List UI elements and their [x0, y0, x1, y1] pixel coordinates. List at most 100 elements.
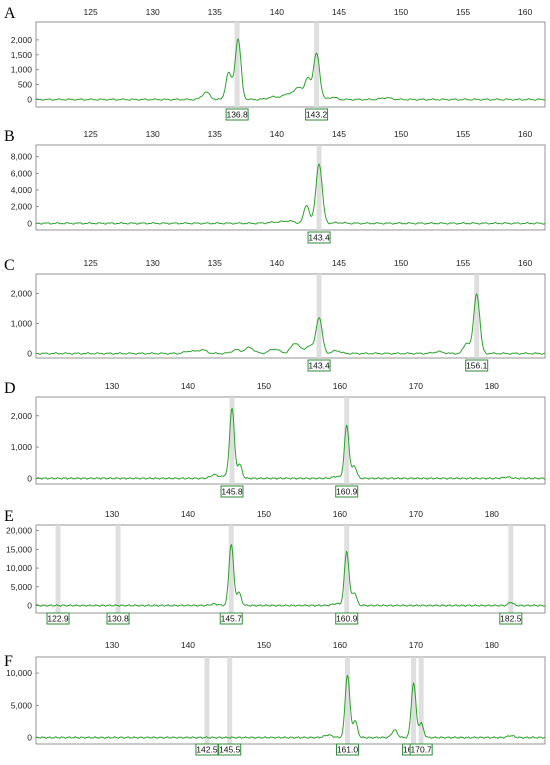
allele-call-label: 143.4 [308, 233, 330, 243]
y-tick-label: 20,000 [6, 526, 32, 536]
y-tick-label: 10,000 [6, 563, 32, 573]
allele-call-label: 145.8 [221, 487, 243, 497]
x-tick-label: 125 [84, 7, 98, 17]
allele-call-box [106, 612, 130, 625]
x-tick-label: 155 [456, 129, 470, 139]
x-tick-label: 140 [270, 129, 284, 139]
y-tick-label: 1,000 [11, 65, 33, 75]
allele-highlight-bar [234, 22, 240, 107]
allele-call: 136.8 [225, 108, 249, 121]
panel-f: F 130 140 150 160 170 180 0 5,000 10,000 142.5 145.… [4, 640, 546, 756]
x-tick-label: 150 [257, 381, 271, 391]
x-tick-label: 145 [332, 258, 346, 268]
allele-highlight-bar [316, 274, 322, 358]
allele-call: 143.4 [307, 231, 331, 244]
x-tick-label: 170 [409, 640, 423, 650]
allele-call-box [218, 743, 242, 756]
plot-area [35, 144, 546, 231]
y-tick-label: 2,000 [11, 289, 33, 299]
y-tick-label: 500 [18, 80, 32, 90]
x-tick-label: 145 [332, 7, 346, 17]
plot-area [35, 21, 546, 108]
panel-letter: A [4, 5, 16, 22]
allele-highlight-bar [229, 397, 235, 484]
allele-call-label: 136.8 [226, 110, 248, 120]
allele-call-label: 142.5 [196, 745, 218, 755]
x-tick-label: 130 [105, 640, 119, 650]
allele-call-box [219, 612, 243, 625]
signal-trace [36, 38, 546, 101]
x-tick-label: 130 [146, 129, 160, 139]
signal-trace [35, 408, 546, 480]
y-tick-label: 0 [27, 733, 32, 743]
x-tick-label: 140 [181, 381, 195, 391]
allele-highlight-bar [344, 397, 350, 484]
x-tick-label: 135 [208, 258, 222, 268]
allele-highlight-bar [115, 525, 121, 613]
y-tick-label: 5,000 [11, 700, 33, 710]
y-tick-label: 2,000 [11, 35, 33, 45]
panel-letter: E [4, 508, 14, 525]
panel-d: D 130 140 150 160 170 180 0 1,000 2,000 145.8 160.9 [4, 380, 546, 498]
allele-call-box [335, 485, 359, 498]
allele-call: 182.5 [499, 612, 523, 625]
x-tick-label: 150 [257, 640, 271, 650]
allele-call-label: 143.2 [306, 110, 328, 120]
panel-letter: D [4, 380, 16, 397]
allele-call-box [195, 743, 219, 756]
y-tick-label: 2,000 [11, 411, 33, 421]
x-tick-label: 180 [485, 640, 499, 650]
allele-call-label: 160.9 [336, 487, 358, 497]
y-tick-label: 0 [27, 218, 32, 228]
allele-call-box [46, 612, 70, 625]
allele-call-box [307, 231, 331, 244]
panel-e: E 130 140 150 160 170 180 0 5,000 10,000 15,000 20,… [4, 508, 546, 625]
x-tick-label: 160 [518, 129, 532, 139]
allele-call-box [465, 359, 489, 372]
x-tick-label: 160 [333, 381, 347, 391]
allele-call-box [305, 108, 329, 121]
allele-call: 145.8 [220, 485, 244, 498]
y-tick-label: 0 [27, 349, 32, 359]
allele-call: 145.5 [218, 743, 242, 756]
x-tick-label: 140 [181, 640, 195, 650]
allele-highlight-bar [314, 22, 320, 107]
x-tick-label: 160 [333, 640, 347, 650]
y-tick-label: 1,000 [11, 442, 33, 452]
y-tick-label: 0 [27, 473, 32, 483]
x-tick-label: 155 [456, 7, 470, 17]
plot-area [35, 656, 546, 745]
y-tick-label: 1,000 [11, 319, 33, 329]
allele-call-label: 145.7 [221, 614, 243, 624]
allele-call: 142.5 [195, 743, 219, 756]
allele-call: 161.0 [335, 743, 359, 756]
allele-call: 170.7 [409, 743, 433, 756]
allele-highlight-bar [344, 525, 350, 613]
allele-call-label: 160.9 [336, 614, 358, 624]
x-tick-label: 155 [456, 258, 470, 268]
allele-call: 143.2 [305, 108, 329, 121]
y-tick-label: 4,000 [11, 185, 33, 195]
allele-call-label: 145.5 [219, 745, 241, 755]
allele-call-label: 156.1 [466, 361, 488, 371]
x-tick-label: 140 [270, 7, 284, 17]
y-tick-label: 5,000 [11, 582, 33, 592]
allele-call: 145.7 [219, 612, 243, 625]
panel-a: A 125 130 135 140 145 150 155 160 0 500 1,000 1,500 2… [4, 5, 546, 121]
allele-call-box [409, 743, 433, 756]
x-tick-label: 170 [409, 509, 423, 519]
x-tick-label: 160 [333, 509, 347, 519]
x-tick-label: 130 [105, 509, 119, 519]
signal-trace [35, 544, 546, 607]
x-tick-label: 160 [518, 258, 532, 268]
allele-call: 156.1 [465, 359, 489, 372]
signal-trace [35, 675, 545, 739]
allele-call: 143.4 [307, 359, 331, 372]
allele-call-box [225, 108, 249, 121]
x-tick-label: 170 [409, 381, 423, 391]
allele-call-box [335, 612, 359, 625]
x-tick-label: 150 [394, 7, 408, 17]
panel-c: C 125 130 135 140 145 150 155 160 0 1,000 2,000 143.… [4, 257, 546, 372]
allele-highlight-bar [204, 657, 210, 744]
allele-highlight-bar [344, 657, 350, 744]
